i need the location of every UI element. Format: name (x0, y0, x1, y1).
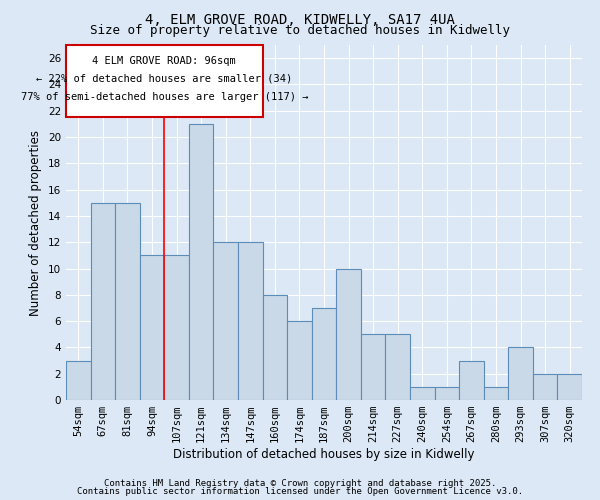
Bar (115, 203, 140, 400)
Y-axis label: Number of detached properties: Number of detached properties (29, 130, 43, 316)
Bar (287, 321, 312, 400)
Bar (434, 387, 459, 400)
Bar (385, 334, 410, 400)
Bar (263, 295, 287, 400)
Bar (336, 268, 361, 400)
Text: 4 ELM GROVE ROAD: 96sqm: 4 ELM GROVE ROAD: 96sqm (92, 56, 236, 66)
Bar (214, 242, 238, 400)
Bar (557, 374, 582, 400)
Bar (238, 242, 263, 400)
Bar (508, 348, 533, 400)
Text: ← 22% of detached houses are smaller (34): ← 22% of detached houses are smaller (34… (36, 74, 292, 84)
Text: 4, ELM GROVE ROAD, KIDWELLY, SA17 4UA: 4, ELM GROVE ROAD, KIDWELLY, SA17 4UA (145, 12, 455, 26)
Bar (91, 203, 115, 400)
Text: 77% of semi-detached houses are larger (117) →: 77% of semi-detached houses are larger (… (20, 92, 308, 102)
FancyBboxPatch shape (66, 45, 263, 118)
Bar (164, 256, 189, 400)
Bar (410, 387, 434, 400)
Bar (312, 308, 336, 400)
Text: Contains public sector information licensed under the Open Government Licence v3: Contains public sector information licen… (77, 487, 523, 496)
Bar (66, 360, 91, 400)
Bar (533, 374, 557, 400)
Text: Size of property relative to detached houses in Kidwelly: Size of property relative to detached ho… (90, 24, 510, 37)
Bar (459, 360, 484, 400)
X-axis label: Distribution of detached houses by size in Kidwelly: Distribution of detached houses by size … (173, 448, 475, 461)
Bar (189, 124, 214, 400)
Bar (361, 334, 385, 400)
Text: Contains HM Land Registry data © Crown copyright and database right 2025.: Contains HM Land Registry data © Crown c… (104, 478, 496, 488)
Bar (140, 256, 164, 400)
Bar (484, 387, 508, 400)
